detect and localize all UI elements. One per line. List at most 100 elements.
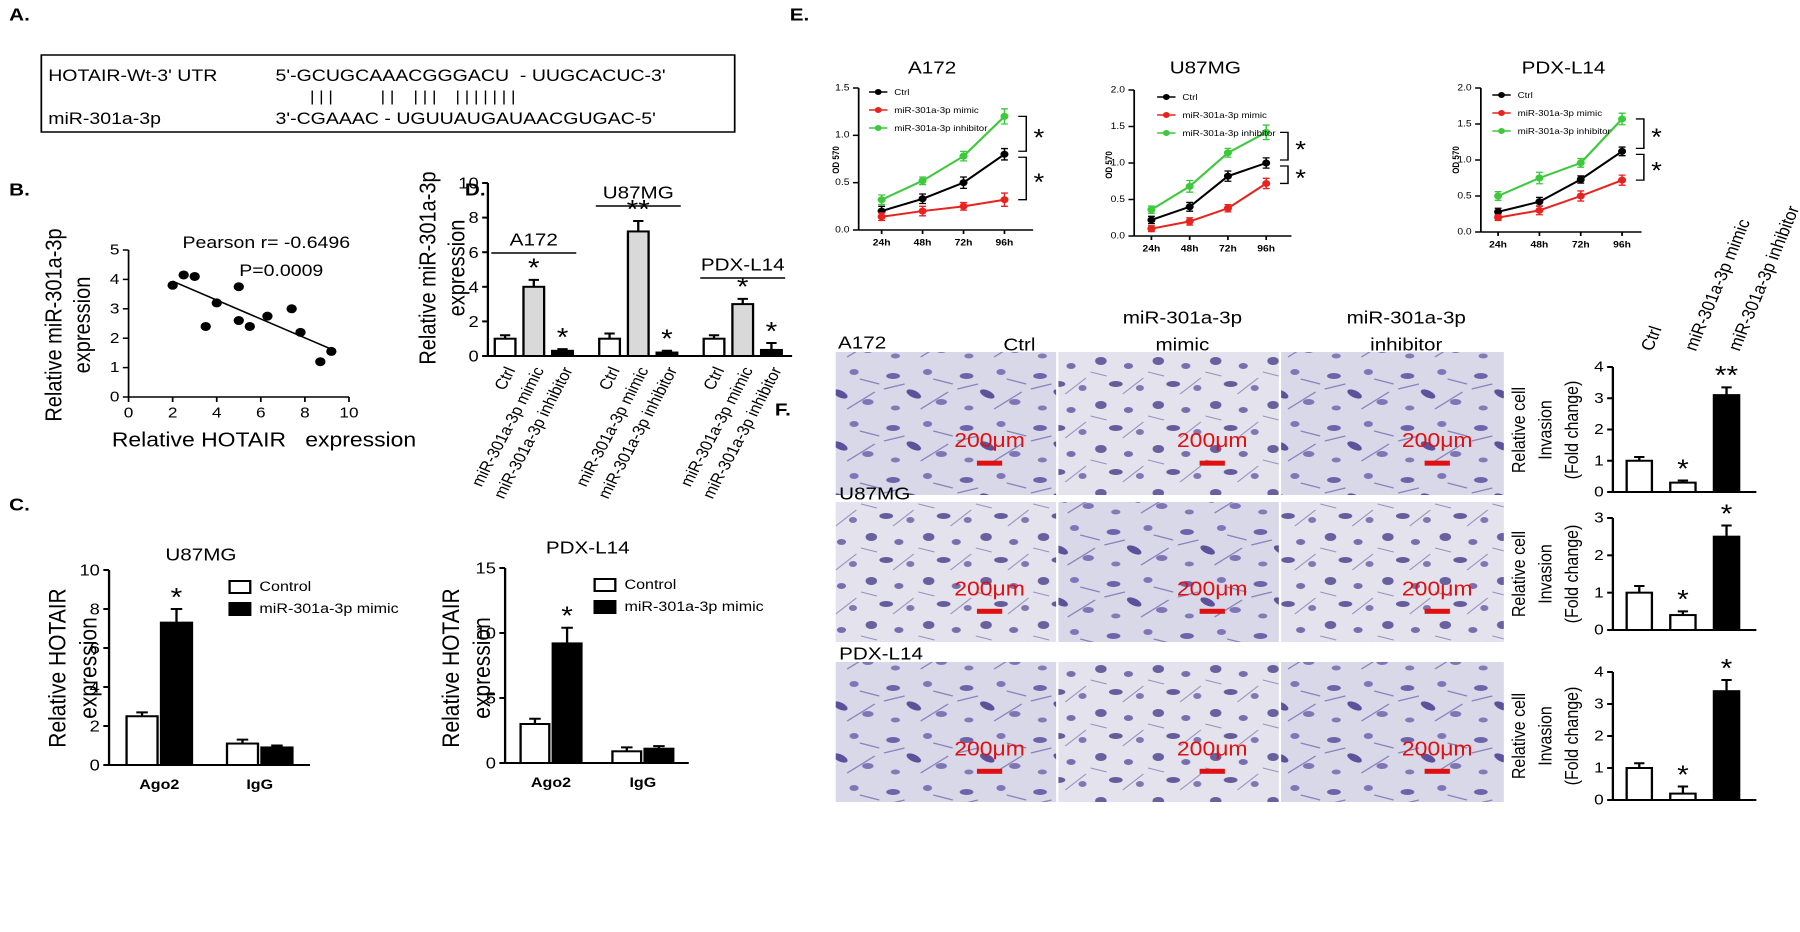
point	[233, 282, 244, 292]
point	[1147, 206, 1156, 214]
y-tick-label: 6	[90, 639, 100, 658]
micrograph	[1281, 502, 1504, 642]
point	[1494, 192, 1503, 200]
y-axis-label: Invasion	[1534, 706, 1555, 766]
y-tick-label: 0	[468, 347, 478, 366]
scale-bar	[976, 460, 1003, 466]
x-tick-label: IgG	[246, 777, 273, 793]
scale-bar-label: 200μm	[1402, 578, 1473, 600]
annotation: P=0.0009	[239, 260, 323, 280]
y-tick-label: 1.5	[1457, 119, 1471, 129]
error-bar	[557, 348, 568, 351]
alignment-mirna-name: miR-301a-3p	[48, 108, 161, 128]
bar	[1625, 767, 1654, 801]
point	[1576, 175, 1585, 183]
legend-swatch	[593, 578, 617, 592]
bar	[1712, 535, 1741, 632]
x-tick-label: 24h	[1489, 240, 1507, 250]
bar	[551, 349, 574, 357]
group-label: U87MG	[603, 183, 674, 203]
scale-bar-label: 200μm	[954, 738, 1025, 760]
point	[877, 196, 886, 204]
error-bar	[499, 334, 511, 339]
bracket	[1635, 118, 1645, 150]
y-tick-label: 3	[1594, 696, 1604, 713]
y-tick-label: 3	[1594, 390, 1604, 407]
y-tick-label: 0.5	[835, 178, 849, 188]
alignment-mirna-sequence: 3'-CGAAAC - UGUUAUGAUAACGUGAC-5'	[276, 108, 656, 128]
y-tick-label: 2	[90, 717, 100, 736]
x-tick-label: 96h	[1613, 240, 1631, 250]
error-bar	[708, 334, 720, 339]
y-axis-label: (Fold change)	[1561, 687, 1582, 786]
point	[233, 316, 244, 326]
significance: *	[171, 583, 183, 612]
legend-marker	[1498, 92, 1505, 98]
row-label: U87MG	[839, 484, 910, 504]
legend-label: miR-301a-3p mimic	[1518, 108, 1603, 117]
point	[167, 280, 178, 290]
bar	[702, 337, 726, 358]
error-bar	[737, 297, 748, 305]
y-tick-label: 4	[468, 278, 479, 297]
bracket	[1279, 165, 1289, 185]
x-tick-label: 2	[168, 405, 178, 422]
x-tick-label: 72h	[1219, 244, 1237, 254]
significance: *	[766, 317, 778, 346]
panel-label: E.	[790, 5, 810, 25]
point	[1262, 128, 1271, 136]
bar	[1625, 591, 1654, 632]
x-tick-label: 48h	[1531, 240, 1549, 250]
y-tick-label: 0.5	[1111, 194, 1125, 204]
chart-title: U87MG	[1170, 58, 1241, 78]
significance: *	[1721, 499, 1733, 528]
bracket	[1279, 131, 1289, 161]
y-tick-label: 0	[110, 389, 120, 406]
annotation: Pearson r= -0.6496	[183, 232, 351, 252]
bar	[759, 348, 783, 358]
y-tick-label: 1	[1594, 584, 1604, 601]
legend-marker	[1498, 128, 1505, 134]
y-tick-label: 0	[1594, 484, 1604, 501]
scale-bar-label: 200μm	[1177, 738, 1248, 760]
series-line	[1497, 150, 1623, 213]
x-tick-label: 24h	[1143, 244, 1161, 254]
error-bar	[633, 220, 644, 232]
point	[178, 270, 189, 280]
y-tick-label: 1	[1594, 760, 1604, 777]
point	[918, 195, 927, 203]
point	[959, 202, 968, 210]
bar	[1712, 394, 1741, 493]
legend-marker	[1162, 112, 1170, 118]
legend-label: Control	[259, 579, 311, 595]
legend-label: miR-301a-3p mimic	[624, 599, 764, 615]
panel-label: B.	[9, 180, 30, 200]
point	[286, 304, 297, 314]
point	[1262, 159, 1271, 167]
series-line	[1150, 131, 1267, 211]
scale-bar	[1424, 768, 1450, 774]
bracket	[1018, 156, 1028, 201]
scale-bar	[976, 608, 1003, 614]
chart-title: A172	[908, 58, 956, 78]
legend-label: miR-301a-3p inhibitor	[894, 123, 987, 132]
error-bar	[528, 278, 539, 287]
y-axis-label: expression	[469, 617, 496, 718]
series-line	[881, 198, 1005, 218]
bar	[1669, 614, 1697, 631]
y-axis-label: (Fold change)	[1561, 525, 1582, 624]
error-bar	[661, 349, 673, 353]
legend-label: Ctrl	[1182, 92, 1197, 101]
y-tick-label: 6	[468, 243, 478, 262]
point	[918, 177, 927, 185]
y-axis-label: Relative cell	[1508, 693, 1529, 779]
x-tick-label: 72h	[1572, 240, 1590, 250]
y-tick-label: 5	[110, 242, 120, 259]
point	[1185, 203, 1194, 211]
bar	[519, 723, 551, 764]
series-line	[1151, 182, 1267, 230]
bracket	[1635, 153, 1645, 181]
error-bar	[271, 744, 283, 748]
bar	[1712, 690, 1741, 802]
y-tick-label: 1.0	[1111, 158, 1125, 168]
